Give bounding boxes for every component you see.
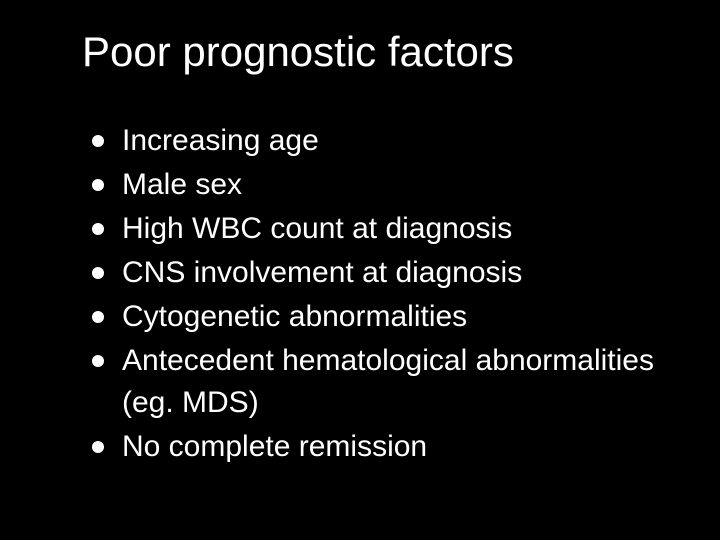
bullet-list: Increasing age Male sex High WBC count a… <box>50 120 670 468</box>
bullet-text: Cytogenetic abnormalities <box>122 296 670 338</box>
slide-container: Poor prognostic factors Increasing age M… <box>0 0 720 540</box>
bullet-icon <box>92 355 104 367</box>
list-item: CNS involvement at diagnosis <box>92 252 670 294</box>
bullet-icon <box>92 135 104 147</box>
list-item: Increasing age <box>92 120 670 162</box>
bullet-text: Male sex <box>122 164 670 206</box>
bullet-icon <box>92 267 104 279</box>
bullet-text: Increasing age <box>122 120 670 162</box>
slide-title: Poor prognostic factors <box>50 28 670 76</box>
list-item: High WBC count at diagnosis <box>92 208 670 250</box>
bullet-text: High WBC count at diagnosis <box>122 208 670 250</box>
list-item: Cytogenetic abnormalities <box>92 296 670 338</box>
bullet-text: Antecedent hematological abnormalities (… <box>122 340 670 424</box>
bullet-text: CNS involvement at diagnosis <box>122 252 670 294</box>
bullet-icon <box>92 223 104 235</box>
list-item: Male sex <box>92 164 670 206</box>
bullet-icon <box>92 179 104 191</box>
list-item: No complete remission <box>92 426 670 468</box>
list-item: Antecedent hematological abnormalities (… <box>92 340 670 424</box>
bullet-icon <box>92 311 104 323</box>
bullet-icon <box>92 441 104 453</box>
bullet-text: No complete remission <box>122 426 670 468</box>
